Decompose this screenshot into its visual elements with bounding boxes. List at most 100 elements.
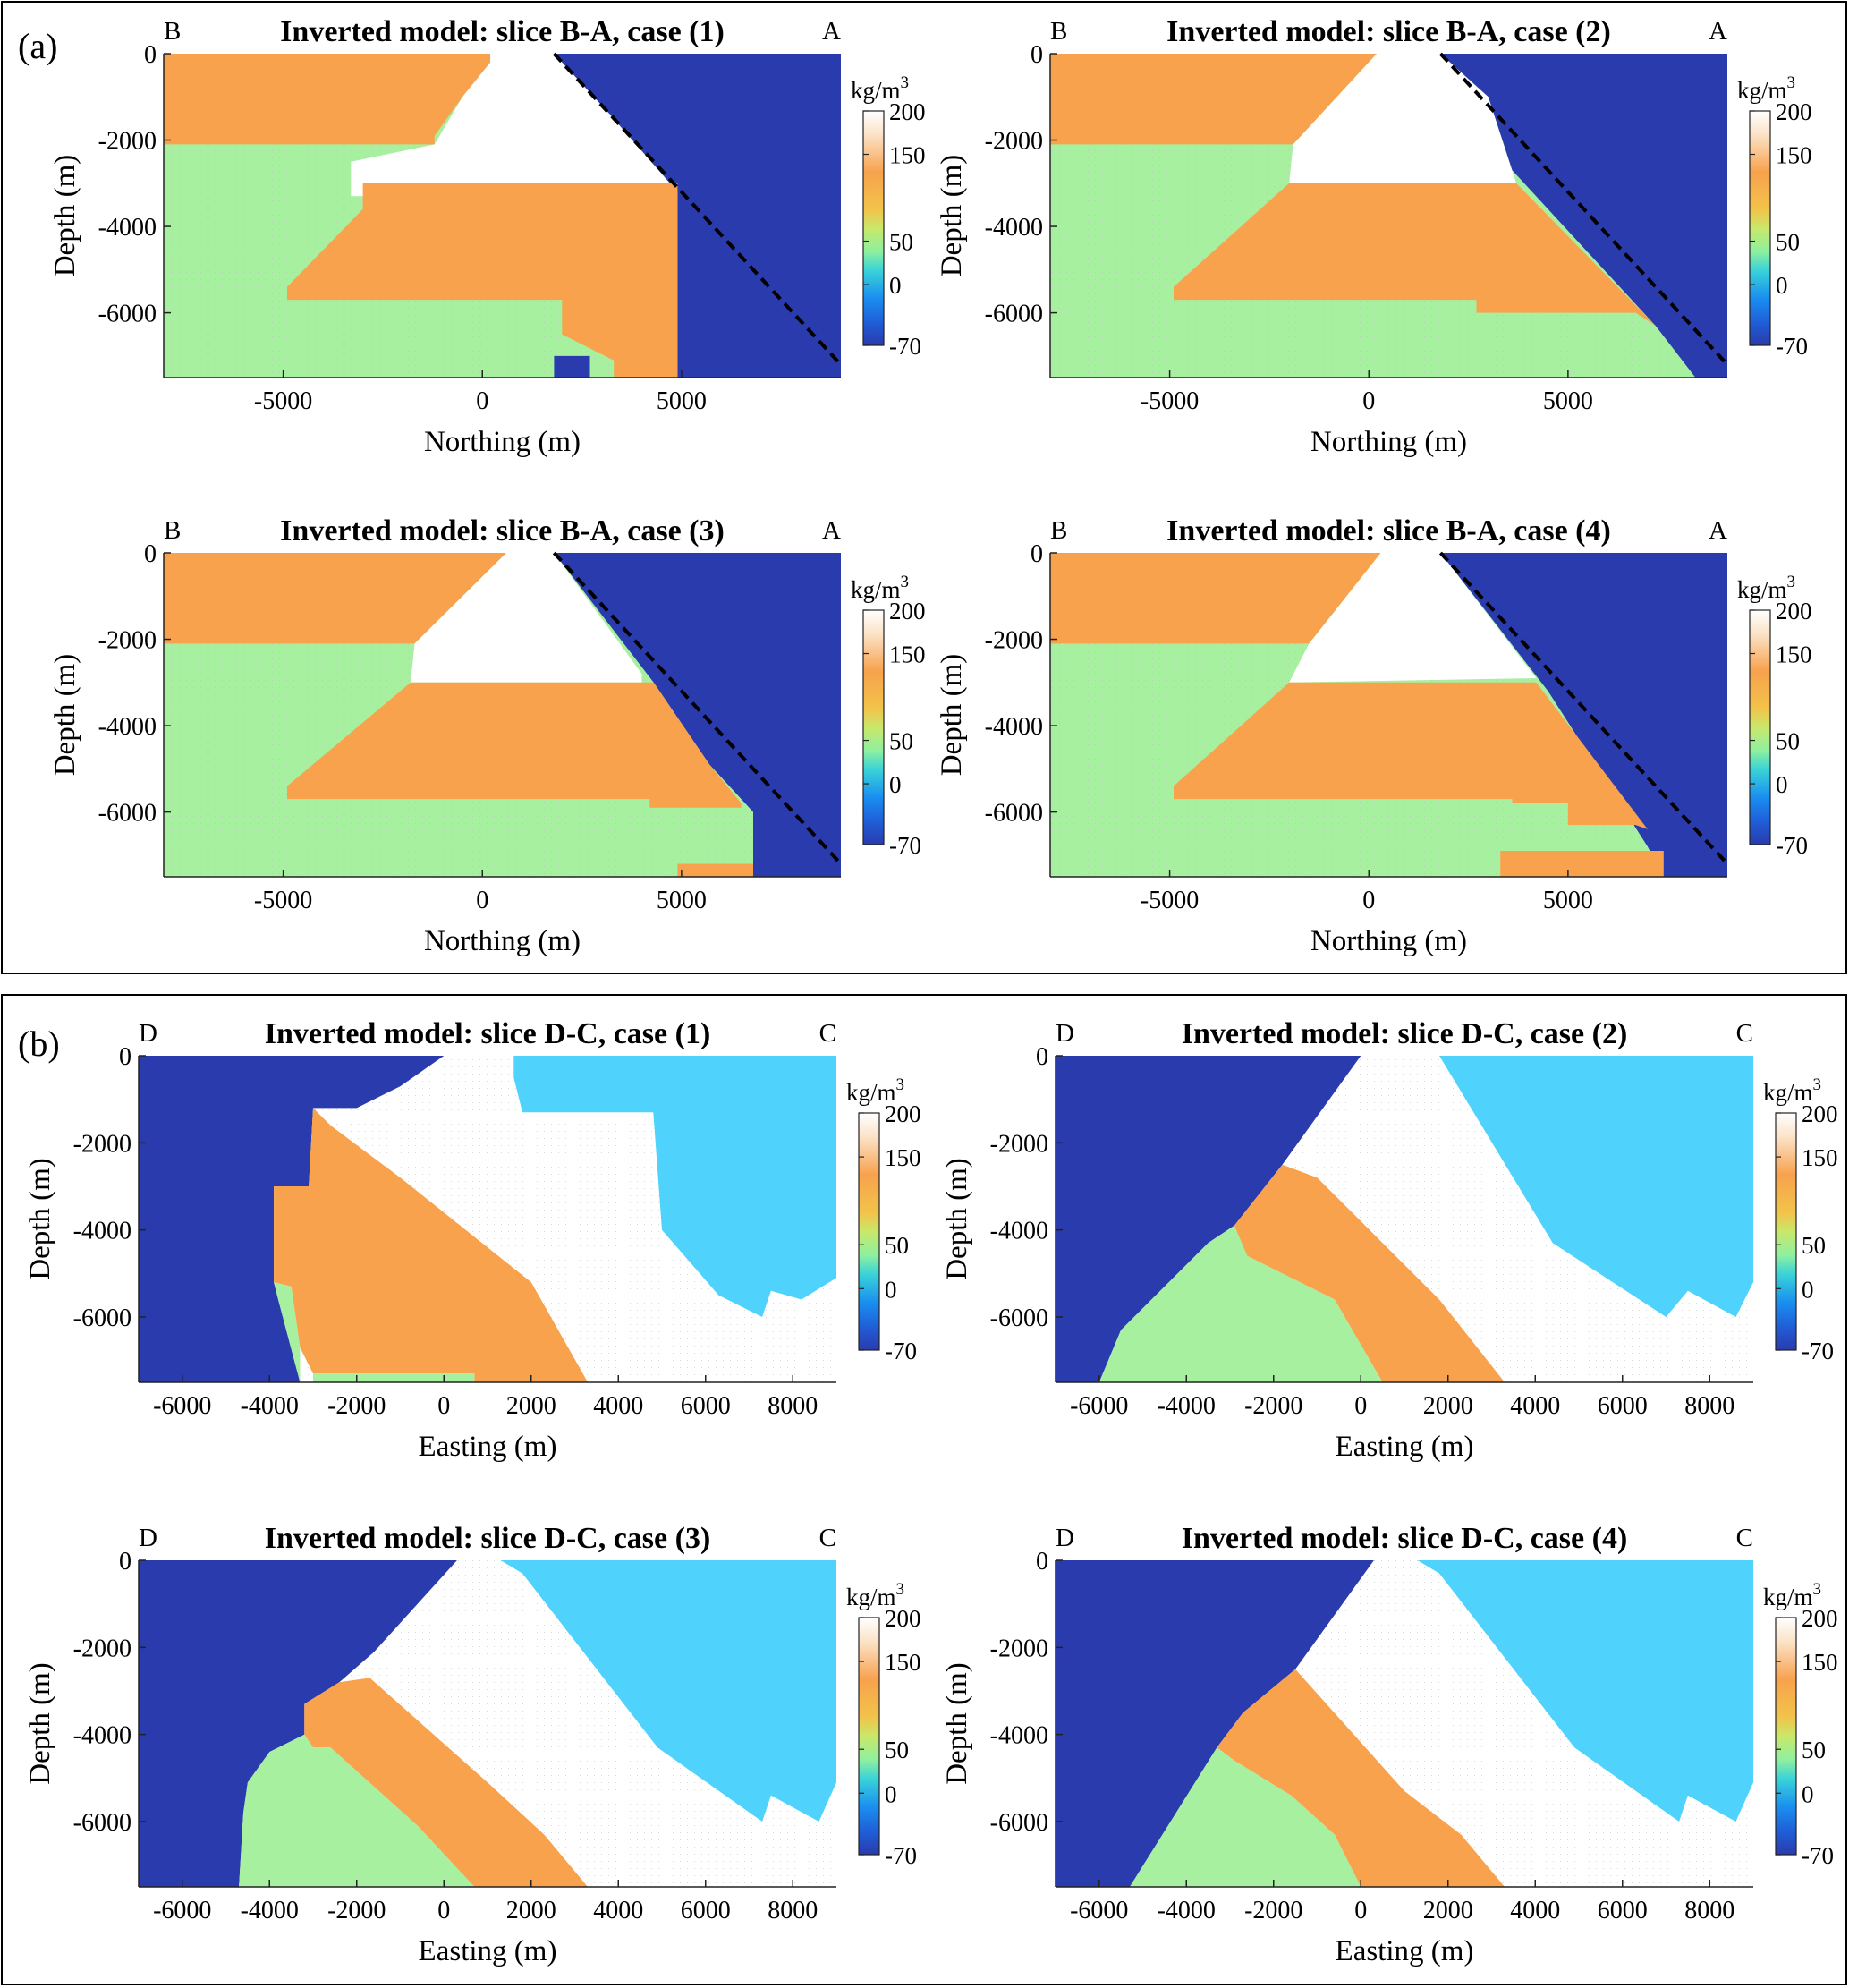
x-tick-label: 0 [437, 1897, 450, 1924]
x-tick-label: -6000 [153, 1897, 211, 1924]
x-tick-label: 0 [437, 1392, 450, 1420]
subplot-title: Inverted model: slice B-A, case (2) [1166, 15, 1611, 48]
density-region-2 [1230, 1164, 1505, 1382]
left-end-label: D [139, 1019, 157, 1048]
y-axis-label: Depth (m) [936, 654, 968, 777]
colorbar-tick-label: 0 [889, 771, 902, 798]
y-tick-label: -6000 [73, 1809, 131, 1837]
x-tick-label: -4000 [241, 1392, 299, 1420]
colorbar-unit: kg/m3 [1737, 73, 1795, 104]
subplot-title: Inverted model: slice D-C, case (3) [265, 1522, 711, 1555]
colorbar-tick-label: 150 [1802, 1144, 1838, 1171]
density-region-5 [677, 863, 753, 877]
density-region-2 [1217, 1669, 1505, 1887]
colorbar-tick-label: 50 [889, 229, 913, 256]
left-end-label: B [164, 17, 181, 46]
y-tick-label: 0 [1036, 1548, 1048, 1576]
density-region-2 [1289, 54, 1516, 183]
x-tick-label: 5000 [657, 387, 707, 415]
colorbar-unit: kg/m3 [851, 73, 909, 104]
colorbar-unit: kg/m3 [1763, 1580, 1821, 1610]
y-tick-label: -2000 [990, 1635, 1048, 1662]
dashed-boundary-line [552, 551, 843, 865]
colorbar-tick-label: 150 [889, 142, 926, 169]
y-axis-label: Depth (m) [936, 155, 968, 277]
x-tick-label: 5000 [1543, 387, 1593, 415]
colorbar-tick-label: 200 [1776, 598, 1812, 624]
x-tick-label: -5000 [254, 387, 312, 415]
colorbar-tick-label: 0 [885, 1276, 897, 1303]
y-tick-label: -2000 [985, 627, 1043, 655]
density-region-3 [1129, 1747, 1361, 1887]
x-tick-label: 8000 [768, 1897, 818, 1924]
y-tick-label: -6000 [990, 1809, 1048, 1837]
density-region-1 [1056, 1560, 1374, 1887]
right-end-label: A [1709, 516, 1727, 545]
right-end-label: A [822, 516, 841, 545]
colorbar-tick-label: 50 [1776, 229, 1800, 256]
x-tick-label: 6000 [1598, 1392, 1648, 1420]
x-tick-label: 0 [476, 387, 488, 415]
colorbar [1749, 609, 1771, 845]
x-axis-label: Northing (m) [424, 426, 581, 458]
density-region-3 [239, 1734, 475, 1887]
y-tick-label: 0 [1031, 41, 1043, 69]
colorbar-tick-label: 200 [1776, 98, 1812, 125]
x-axis-label: Northing (m) [1310, 426, 1467, 458]
density-region-5 [513, 1056, 836, 1317]
y-axis-label: Depth (m) [24, 1662, 56, 1785]
y-tick-label: 0 [144, 540, 157, 568]
colorbar-tick-label: 0 [1802, 1276, 1814, 1303]
x-tick-label: 8000 [768, 1392, 818, 1420]
left-end-label: D [1056, 1524, 1074, 1552]
panel-a-frame [1, 1, 1847, 974]
density-region-4 [1417, 1560, 1753, 1822]
y-tick-label: -4000 [990, 1722, 1048, 1750]
colorbar-tick-label: 150 [1776, 142, 1812, 169]
colorbar-tick-label: 200 [885, 1605, 921, 1632]
y-tick-label: 0 [119, 1548, 131, 1576]
colorbar-tick-label: 200 [1802, 1605, 1838, 1632]
left-end-label: B [1050, 17, 1067, 46]
y-tick-label: -6000 [98, 301, 157, 328]
y-tick-label: -4000 [985, 214, 1043, 242]
y-tick-label: -4000 [98, 713, 157, 741]
x-tick-label: 4000 [1510, 1392, 1560, 1420]
colorbar-tick-label: -70 [889, 333, 921, 360]
colorbar-tick-label: -70 [885, 1842, 917, 1869]
left-end-label: B [1050, 516, 1067, 545]
density-region-1 [139, 1056, 445, 1382]
density-region-4 [1439, 1056, 1753, 1317]
subplot-title: Inverted model: slice B-A, case (4) [1166, 514, 1611, 548]
x-tick-label: 2000 [506, 1897, 556, 1924]
subplot-title: Inverted model: slice B-A, case (3) [280, 514, 725, 548]
colorbar-tick-label: 200 [1802, 1100, 1838, 1127]
density-region-5 [554, 355, 590, 378]
y-axis-label: Depth (m) [24, 1158, 56, 1280]
x-tick-label: -6000 [153, 1392, 211, 1420]
colorbar [1749, 110, 1771, 346]
density-region-2 [274, 1108, 589, 1382]
density-region-4 [287, 183, 678, 378]
x-tick-label: 4000 [1510, 1897, 1560, 1924]
colorbar-tick-label: -70 [1802, 1338, 1834, 1364]
x-tick-label: -4000 [1158, 1392, 1216, 1420]
panel-b-frame [1, 994, 1847, 1985]
right-end-label: C [1736, 1524, 1753, 1552]
colorbar-tick-label: 50 [1802, 1232, 1826, 1259]
y-tick-label: -2000 [73, 1635, 131, 1662]
subplot-title: Inverted model: slice B-A, case (1) [280, 15, 725, 48]
dashed-boundary-line [1438, 551, 1729, 865]
y-tick-label: -6000 [990, 1304, 1048, 1332]
y-tick-label: -6000 [985, 301, 1043, 328]
colorbar [862, 609, 885, 845]
colorbar [858, 1112, 880, 1351]
colorbar-tick-label: -70 [1802, 1842, 1834, 1869]
y-tick-label: -2000 [98, 627, 157, 655]
density-region-3 [1440, 553, 1727, 877]
x-axis-label: Northing (m) [424, 925, 581, 957]
x-tick-label: -2000 [1244, 1392, 1302, 1420]
colorbar-unit: kg/m3 [846, 1580, 904, 1610]
right-end-label: C [1736, 1019, 1753, 1048]
